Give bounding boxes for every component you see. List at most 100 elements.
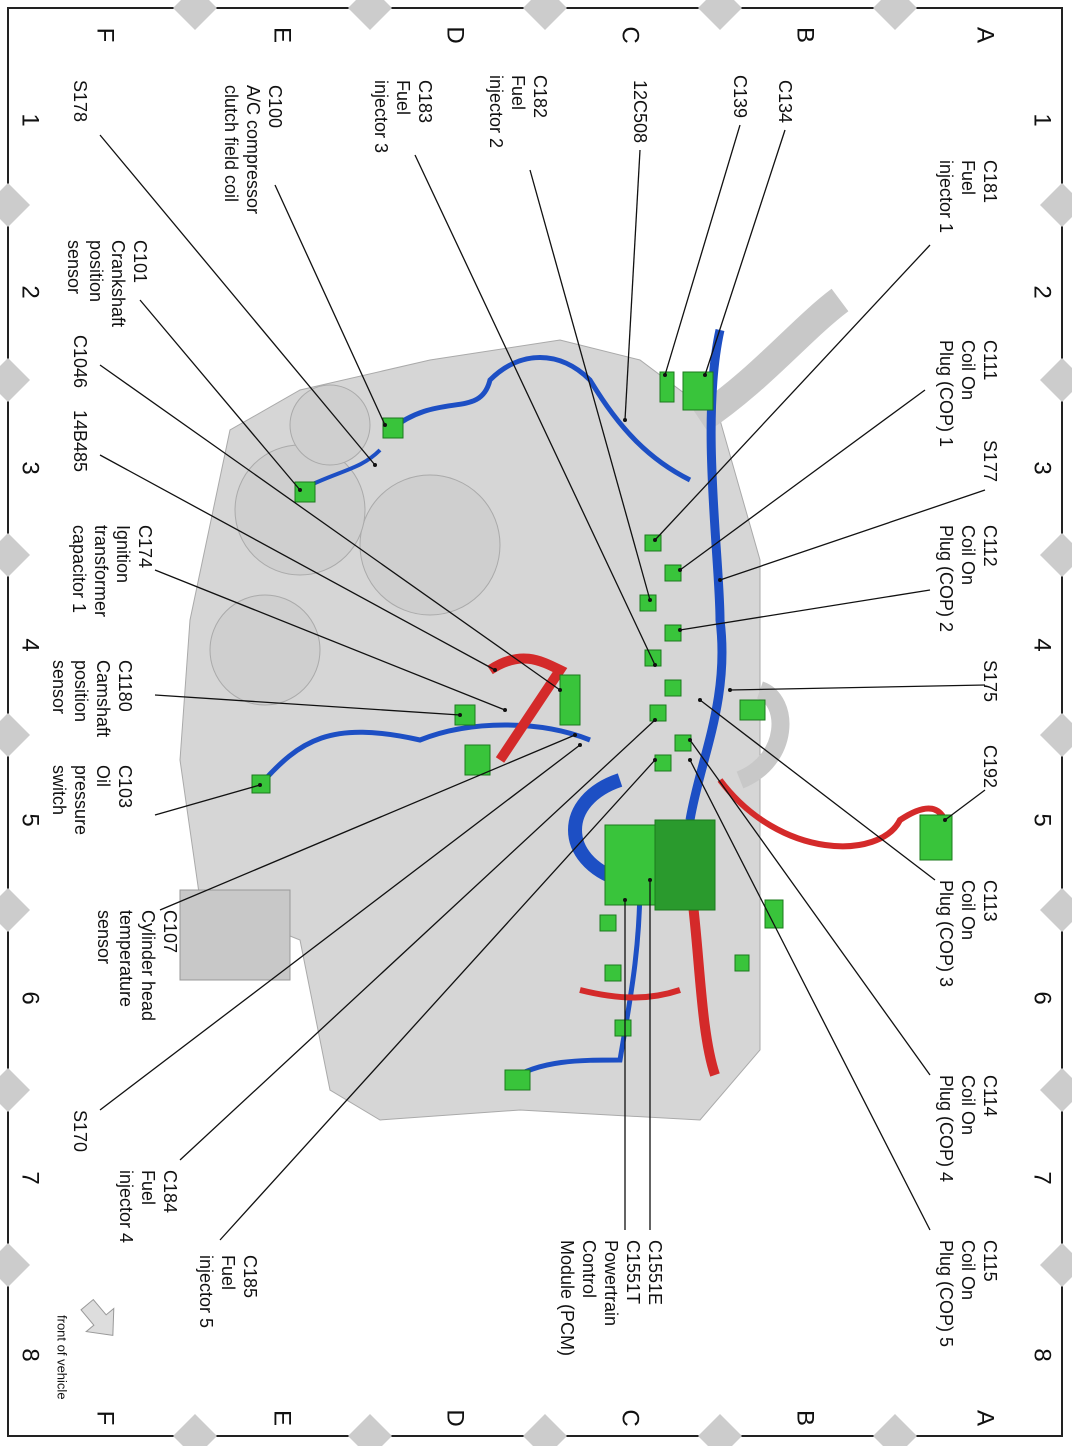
rotated-group: 12C508 — [630, 80, 650, 143]
callout-text: Coil On — [958, 1075, 978, 1135]
frame-marker — [523, 1414, 567, 1446]
leader-line — [99, 454, 496, 671]
grid-column-label: 7 — [17, 1171, 44, 1184]
grid-column-label: 4 — [1029, 638, 1056, 651]
callout-text: C134 — [775, 80, 795, 123]
grid-column-label: 2 — [1029, 285, 1056, 298]
callout-text: Fuel — [958, 160, 978, 195]
leader-end — [688, 738, 692, 742]
callout-text: C139 — [730, 75, 750, 118]
leader-line — [699, 699, 936, 881]
callout-text: C114 — [980, 1075, 1000, 1117]
grid-row-label: A — [972, 1410, 999, 1426]
callout-text: C192 — [980, 745, 1000, 788]
callout-text: Coil On — [958, 1240, 978, 1300]
callout-text: S170 — [70, 1110, 90, 1152]
grid-row-label: C — [617, 26, 644, 43]
leader-line — [274, 184, 386, 426]
leader-end — [663, 373, 667, 377]
callout-text: C107 — [160, 910, 180, 953]
leader-line — [679, 589, 931, 631]
leader-line — [219, 759, 656, 1241]
callout-text: S178 — [70, 80, 90, 122]
callout-text: Coil On — [958, 525, 978, 585]
leader-line — [719, 489, 986, 581]
leader-end — [493, 668, 497, 672]
callout-text: Ignition — [113, 525, 133, 583]
rotated-group: C — [617, 26, 644, 43]
callout-text: clutch field coil — [221, 85, 241, 202]
frame-marker — [1040, 358, 1072, 402]
leader-line — [414, 154, 656, 666]
frame-marker — [1040, 183, 1072, 227]
rotated-group: F — [92, 28, 119, 43]
callout-text: position — [86, 240, 106, 302]
note: front of vehicle — [55, 1315, 70, 1400]
callout-text: C100 — [265, 85, 285, 128]
frame-marker — [1040, 713, 1072, 757]
rotated-group: 6 — [1029, 991, 1056, 1004]
leader-line — [99, 744, 581, 1111]
callout-text: C101 — [130, 240, 150, 283]
leader-line — [624, 149, 641, 421]
callout-text: C181 — [980, 160, 1000, 203]
rotated-group: 7 — [17, 1171, 44, 1184]
frame-marker — [1040, 1243, 1072, 1287]
callout-text: A/C compressor — [243, 85, 263, 214]
rotated-group: 14B485 — [70, 410, 90, 472]
leader-line — [154, 784, 261, 816]
callout-text: Control — [579, 1240, 599, 1298]
callout-text: Coil On — [958, 880, 978, 940]
grid-column-label: 6 — [1029, 991, 1056, 1004]
frame-marker — [0, 888, 30, 932]
rotated-group: S178 — [70, 80, 90, 122]
grid-row-label: A — [972, 27, 999, 43]
leader-line — [99, 364, 561, 691]
grid-row-label: E — [269, 27, 296, 43]
callout-text: injector 5 — [196, 1255, 216, 1328]
leader-end — [383, 423, 387, 427]
rotated-group: B — [792, 27, 819, 43]
callout-text: C115 — [980, 1240, 1000, 1282]
frame-marker — [173, 0, 217, 30]
grid-column-label: 3 — [17, 461, 44, 474]
frame-marker — [698, 0, 742, 30]
callout-text: Oil — [93, 765, 113, 787]
frame-marker — [873, 0, 917, 30]
frame-marker — [348, 0, 392, 30]
callout-text: Camshaft — [93, 660, 113, 737]
rotated-group: C134 — [775, 80, 795, 123]
leader-end — [648, 598, 652, 602]
grid-column-label: 2 — [17, 285, 44, 298]
rotated-group: 7 — [1029, 1171, 1056, 1184]
leader-end — [258, 783, 262, 787]
callout-text: C1046 — [70, 335, 90, 388]
grid-row-label: F — [92, 1411, 119, 1426]
leader-end — [558, 688, 562, 692]
rotated-group: 4 — [17, 638, 44, 651]
frame-marker — [698, 1414, 742, 1446]
rotated-group: 5 — [17, 813, 44, 826]
leader-end — [653, 758, 657, 762]
rotated-group: front of vehicle — [55, 1315, 70, 1400]
leader-end — [688, 758, 692, 762]
callout-text: 14B485 — [70, 410, 90, 472]
leader-end — [678, 568, 682, 572]
leader-line — [664, 124, 741, 376]
callout-text: Plug (COP) 2 — [936, 525, 956, 632]
callout-text: 12C508 — [630, 80, 650, 143]
callout-text: C183 — [415, 80, 435, 123]
rotated-group: C192 — [980, 745, 1000, 788]
callout-text: Crankshaft — [108, 240, 128, 327]
grid-column-label: 5 — [17, 813, 44, 826]
grid-column-label: 6 — [17, 991, 44, 1004]
callout-text: C174 — [135, 525, 155, 568]
rotated-group: E — [269, 27, 296, 43]
